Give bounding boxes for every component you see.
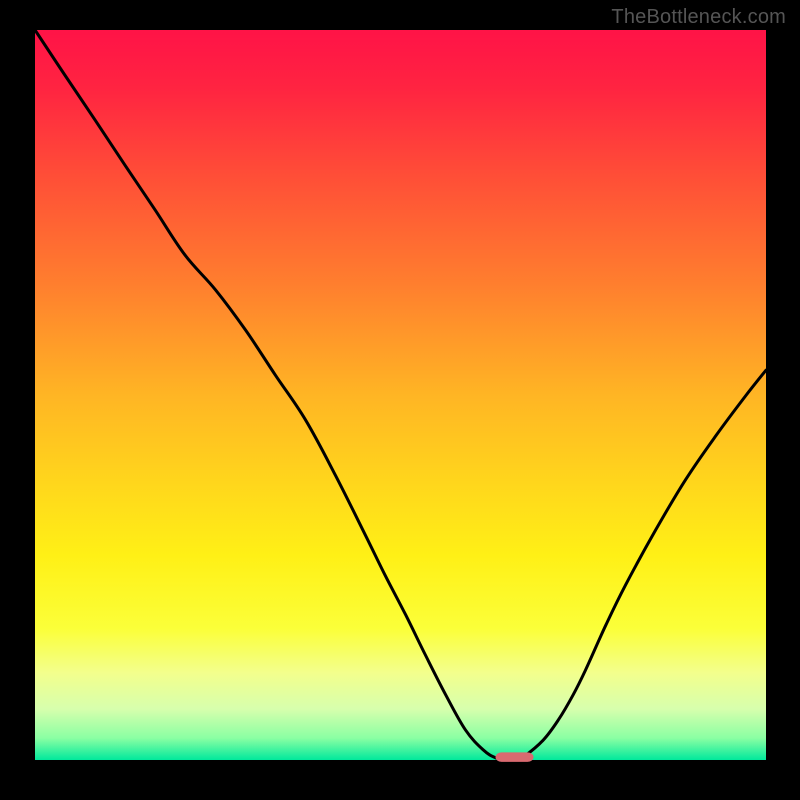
watermark-text: TheBottleneck.com bbox=[611, 6, 786, 29]
bottleneck-chart bbox=[0, 0, 800, 800]
plot-gradient-background bbox=[35, 30, 766, 760]
optimal-range-marker bbox=[496, 752, 534, 761]
